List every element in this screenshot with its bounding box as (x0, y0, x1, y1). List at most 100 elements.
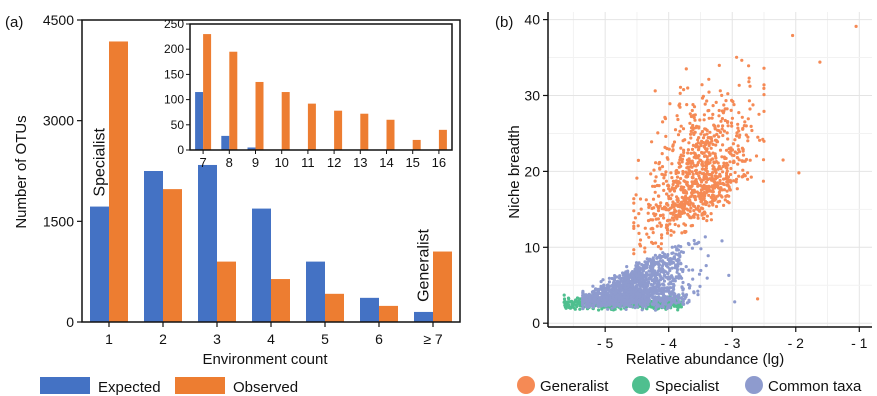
panel-b-y-tick-label-3: 30 (524, 87, 540, 103)
point-generalist (705, 99, 709, 103)
point-generalist (699, 206, 704, 210)
inset-x-tick-label-6: 13 (353, 155, 367, 170)
point-generalist (639, 207, 643, 211)
x-tick-label-0: 1 (105, 331, 113, 347)
point-specialist (648, 305, 653, 309)
inset-bar-observed-2 (255, 81, 264, 150)
point-generalist (725, 189, 729, 193)
point-generalist (722, 155, 727, 159)
inset-y-tick-label-0: 0 (177, 143, 184, 157)
point-common-taxa (692, 290, 696, 294)
point-common-taxa (638, 288, 642, 293)
point-common-taxa (698, 284, 702, 288)
point-generalist (693, 130, 697, 134)
point-common-taxa (663, 255, 668, 259)
point-generalist (688, 112, 692, 116)
point-common-taxa (664, 275, 668, 279)
point-generalist (638, 242, 642, 246)
point-generalist (735, 151, 739, 155)
point-common-taxa (671, 298, 676, 302)
point-generalist (691, 214, 695, 218)
point-generalist (731, 160, 736, 165)
point-generalist (689, 206, 693, 210)
point-generalist (676, 133, 681, 137)
point-generalist (708, 172, 712, 177)
point-generalist (726, 163, 730, 167)
point-generalist (659, 247, 663, 251)
point-specialist (597, 308, 601, 312)
point-generalist (703, 211, 707, 215)
point-common-taxa (671, 292, 675, 296)
point-common-taxa (686, 241, 691, 246)
point-generalist (664, 179, 669, 183)
point-common-taxa (662, 293, 666, 297)
point-generalist (685, 162, 689, 166)
point-generalist (729, 108, 733, 112)
point-generalist (756, 135, 760, 139)
point-generalist (632, 197, 636, 201)
panel-b-x-tick-label-1: - 4 (661, 335, 678, 351)
point-generalist (637, 231, 641, 235)
point-generalist (693, 169, 698, 173)
point-generalist (670, 216, 675, 220)
point-generalist (713, 160, 717, 164)
inset-y-tick-label-2: 100 (164, 93, 184, 107)
point-generalist (715, 181, 719, 185)
point-common-taxa (591, 284, 595, 288)
panel-a-frame (81, 19, 461, 323)
point-generalist (698, 118, 702, 122)
point-common-taxa (627, 290, 631, 294)
point-generalist (736, 162, 740, 166)
point-common-taxa (635, 292, 639, 296)
bar-observed-2 (217, 261, 236, 322)
point-common-taxa (584, 293, 588, 297)
point-generalist (725, 171, 729, 175)
point-common-taxa (637, 261, 641, 265)
point-specialist (578, 307, 582, 311)
point-generalist (761, 179, 766, 183)
point-common-taxa (643, 302, 647, 306)
point-common-taxa (601, 278, 605, 282)
point-generalist (696, 148, 701, 152)
point-common-taxa (647, 269, 651, 273)
point-generalist (644, 198, 648, 202)
point-generalist (720, 155, 724, 159)
point-generalist (695, 154, 700, 158)
point-common-taxa (626, 283, 630, 287)
point-generalist (702, 113, 707, 117)
point-generalist (665, 219, 670, 223)
point-generalist-outlier (854, 24, 858, 28)
point-common-taxa (671, 260, 675, 265)
point-generalist (682, 222, 686, 226)
point-common-taxa (624, 307, 628, 311)
point-generalist (661, 120, 665, 124)
point-common-taxa (593, 287, 598, 292)
point-specialist (562, 293, 566, 297)
point-generalist (735, 134, 739, 138)
point-generalist (681, 169, 685, 174)
point-common-taxa (667, 297, 671, 301)
point-generalist (758, 138, 762, 142)
point-common-taxa (662, 283, 666, 287)
point-common-taxa (691, 277, 695, 281)
point-generalist (692, 105, 697, 109)
inset-x-tick-label-9: 16 (432, 155, 446, 170)
point-generalist (636, 158, 641, 162)
point-generalist (686, 208, 690, 212)
point-common-taxa (660, 259, 665, 263)
point-generalist (717, 108, 721, 113)
panel-a-inset: 7 8 9 10 11 12 13 14 15 16 0 50 100 150 200 250 (164, 17, 453, 170)
point-generalist (736, 126, 740, 130)
point-common-taxa (657, 265, 661, 269)
point-generalist (711, 104, 715, 108)
point-common-taxa (676, 253, 681, 257)
point-generalist (691, 143, 696, 147)
point-common-taxa (648, 265, 652, 270)
point-common-taxa (665, 306, 669, 311)
point-generalist (700, 129, 705, 134)
point-common-taxa (674, 252, 678, 256)
point-generalist (670, 193, 674, 197)
point-common-taxa (602, 297, 606, 301)
inset-frame (189, 23, 453, 151)
point-generalist (704, 186, 708, 191)
